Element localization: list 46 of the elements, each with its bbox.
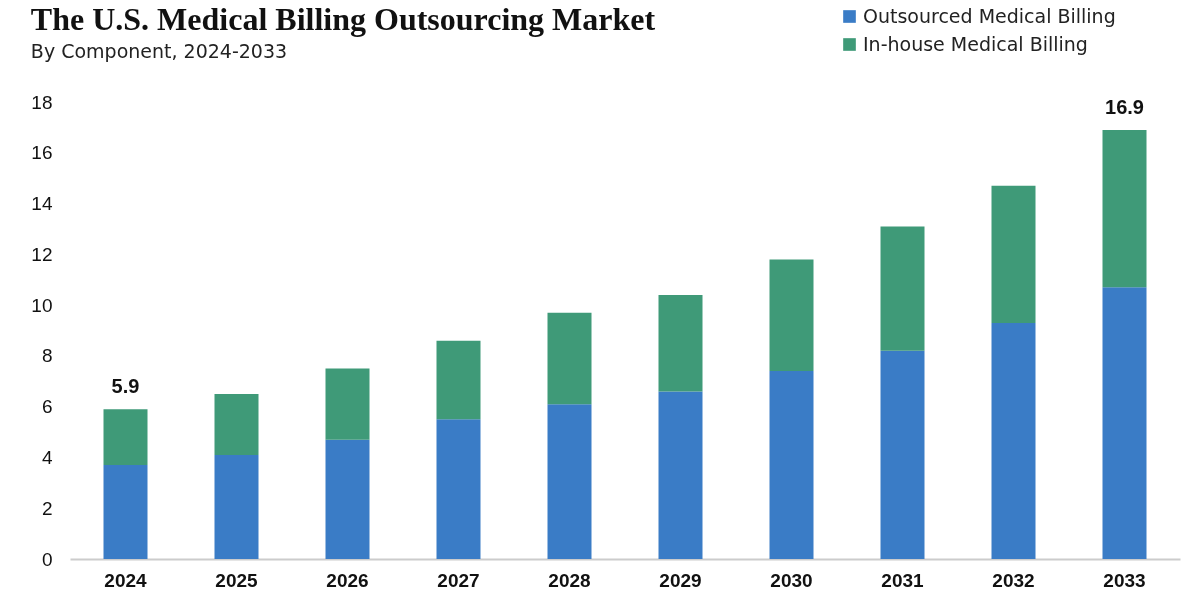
x-tick-label: 2028 (548, 569, 591, 591)
bar (880, 226, 925, 351)
x-tick-label: 2024 (104, 569, 148, 591)
y-tick-label: 8 (41, 345, 53, 367)
y-tick-label: 12 (31, 243, 53, 265)
x-tick-label: 2033 (1103, 569, 1146, 591)
x-tick-label: 2032 (992, 569, 1035, 591)
bar (103, 465, 148, 559)
total-label: 5.9 (111, 375, 140, 398)
bar (214, 454, 259, 559)
bar (991, 185, 1036, 323)
bar (991, 322, 1036, 559)
y-tick-label: 2 (41, 497, 53, 519)
chart-subtitle: By Component, 2024-2033 (30, 40, 288, 62)
bar (547, 404, 592, 559)
bar (325, 368, 370, 440)
bar (325, 439, 370, 559)
y-tick-label: 0 (41, 548, 53, 570)
y-tick-label: 14 (31, 193, 53, 215)
x-tick-label: 2026 (326, 569, 369, 591)
total-label: 16.9 (1105, 95, 1144, 118)
bar (1102, 287, 1147, 559)
y-tick-label: 10 (31, 294, 53, 316)
legend-label: In-house Medical Billing (863, 32, 1088, 55)
y-tick-label: 18 (31, 91, 53, 113)
legend-label: Outsourced Medical Billing (863, 4, 1116, 27)
x-tick-label: 2027 (437, 569, 480, 591)
bar (769, 259, 814, 372)
bar (658, 391, 703, 559)
x-tick-label: 2031 (881, 569, 925, 591)
bar (769, 371, 814, 559)
bar (436, 419, 481, 559)
bar (436, 340, 481, 420)
bar (103, 409, 148, 466)
bar (658, 294, 703, 392)
chart-title: The U.S. Medical Billing Outsourcing Market (30, 1, 656, 37)
y-tick-label: 16 (31, 142, 53, 164)
bar (214, 393, 259, 455)
bar (1102, 129, 1147, 288)
y-tick-label: 4 (41, 446, 53, 468)
bar (547, 312, 592, 405)
y-tick-label: 6 (41, 396, 53, 418)
x-tick-label: 2025 (215, 569, 259, 591)
bar (880, 350, 925, 559)
x-tick-label: 2030 (770, 569, 813, 591)
x-tick-label: 2029 (659, 569, 702, 591)
